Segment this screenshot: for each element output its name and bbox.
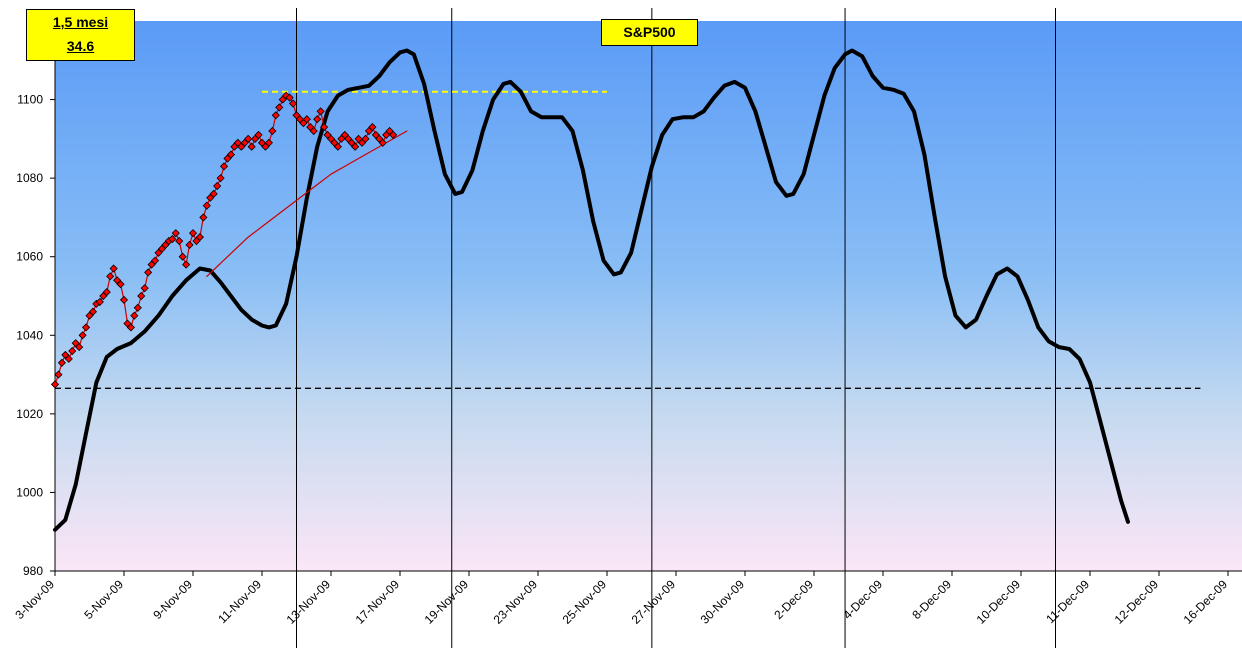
data-point (175, 236, 184, 246)
data-point (171, 229, 180, 238)
data-point (271, 111, 280, 120)
data-point (285, 93, 294, 102)
x-tick-label: 12-Dec-09 (1112, 577, 1162, 627)
x-tick-label: 5-Nov-09 (81, 577, 126, 622)
data-point (137, 291, 146, 301)
data-point (288, 99, 298, 108)
x-tick-label: 27-Nov-09 (629, 577, 679, 627)
x-tick-label: 8-Dec-09 (909, 577, 954, 622)
y-tick-label: 1040 (16, 328, 43, 342)
data-point (57, 358, 66, 367)
data-point (216, 174, 225, 183)
y-tick-label: 1060 (16, 250, 43, 264)
x-tick-label: 9-Nov-09 (150, 577, 195, 622)
series-line-0 (53, 48, 1130, 532)
data-point (133, 303, 142, 312)
data-point (88, 307, 98, 316)
data-point (130, 311, 139, 320)
data-point (106, 272, 115, 281)
x-tick-label: 11-Nov-09 (215, 577, 264, 626)
x-tick-label: 4-Dec-09 (840, 577, 885, 622)
data-point (219, 162, 229, 171)
data-point (361, 134, 370, 143)
data-point (81, 323, 91, 332)
x-tick-label: 30-Nov-09 (698, 577, 748, 627)
x-tick-label: 13-Nov-09 (284, 577, 334, 627)
data-point (320, 123, 329, 132)
data-point (140, 284, 149, 293)
chart-title: S&P500 (601, 19, 698, 46)
data-point (389, 130, 398, 139)
data-point (126, 323, 135, 332)
data-point (68, 346, 77, 356)
data-point (254, 130, 263, 139)
info-line-1: 1,5 mesi (52, 14, 109, 30)
x-tick-label: 23-Nov-09 (491, 577, 541, 627)
data-point (309, 126, 318, 136)
x-tick-label: 2-Dec-09 (771, 577, 816, 622)
info-box: 1,5 mesi 34.6 (26, 9, 135, 61)
data-point (316, 107, 325, 116)
x-tick-label: 3-Nov-09 (12, 577, 57, 622)
data-point (264, 138, 273, 147)
data-point (168, 234, 177, 244)
data-point (268, 126, 277, 136)
data-point (247, 142, 256, 151)
data-point (119, 295, 129, 304)
data-point (209, 189, 218, 198)
x-tick-label: 10-Dec-09 (974, 577, 1024, 627)
plot-area (55, 21, 1242, 571)
x-tick-label: 19-Nov-09 (422, 577, 472, 627)
x-tick-label: 25-Nov-09 (560, 577, 610, 627)
data-point (64, 354, 73, 363)
data-point (226, 150, 236, 159)
x-tick-label: 17-Nov-09 (353, 577, 403, 627)
data-point (188, 229, 198, 238)
y-tick-label: 1080 (16, 171, 43, 185)
data-point (378, 138, 387, 147)
data-point (368, 123, 377, 132)
y-tick-label: 980 (23, 564, 43, 578)
y-tick-label: 1000 (16, 485, 43, 499)
y-tick-label: 1100 (17, 93, 43, 107)
data-point (195, 233, 204, 242)
data-point (244, 134, 253, 143)
data-point (213, 181, 222, 191)
data-point (351, 142, 360, 151)
data-point (109, 264, 118, 273)
series-line-2 (206, 130, 408, 277)
info-line-2: 34.6 (66, 38, 95, 54)
data-point (199, 213, 208, 222)
data-point (150, 256, 160, 265)
data-point (333, 142, 342, 151)
data-point (78, 331, 87, 340)
data-point (182, 260, 191, 269)
data-point (302, 115, 311, 124)
data-point (202, 201, 211, 210)
data-point (313, 115, 322, 124)
data-point (102, 288, 111, 297)
data-point (54, 370, 63, 379)
data-point (75, 343, 84, 352)
data-point (144, 268, 153, 277)
data-point (116, 280, 125, 289)
data-point (50, 380, 60, 389)
data-point (185, 240, 194, 249)
y-tick-label: 1020 (16, 407, 43, 421)
data-point (95, 297, 104, 306)
data-point (178, 252, 187, 261)
data-point (275, 103, 284, 112)
x-tick-label: 11-Dec-09 (1043, 577, 1092, 626)
x-tick-label: 16-Dec-09 (1181, 577, 1231, 627)
